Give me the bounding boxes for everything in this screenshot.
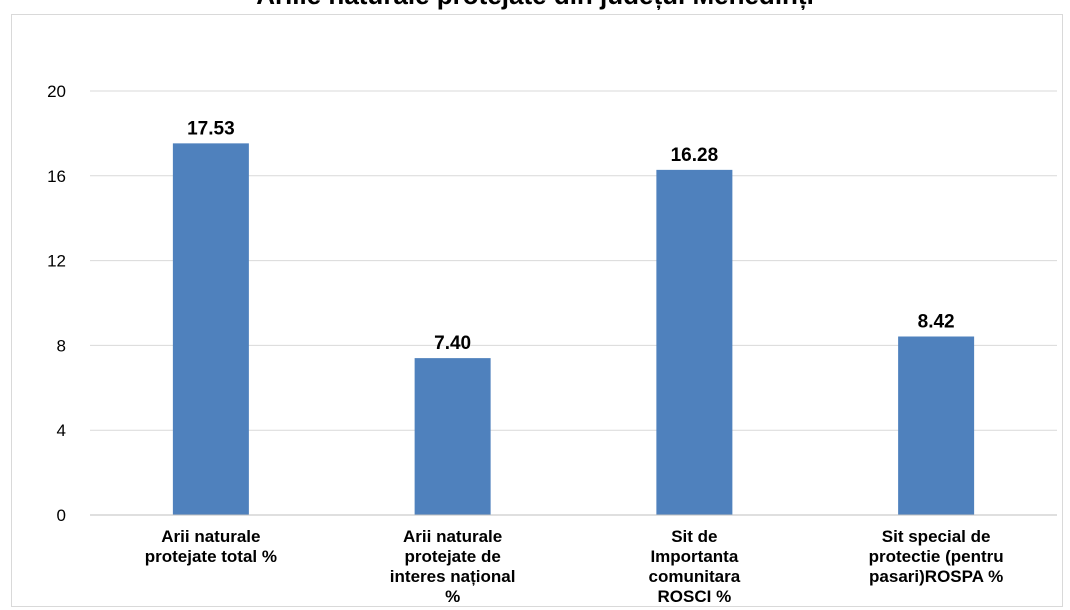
x-category-label-line: protejate total % <box>145 547 277 566</box>
x-category-label-line: Importanta <box>650 547 738 566</box>
data-label: 17.53 <box>187 118 235 139</box>
x-category-label-line: comunitara <box>649 567 741 586</box>
y-tick-label: 8 <box>57 336 66 355</box>
bar <box>898 336 975 515</box>
data-label: 8.42 <box>918 311 955 332</box>
chart-frame <box>11 14 1063 607</box>
title-area: Ariile naturale protejate din județul Me… <box>0 0 1070 14</box>
x-category-label-line: Arii naturale <box>161 527 260 546</box>
x-category-label-line: Sit de <box>671 527 717 546</box>
x-category-label-line: interes național <box>390 567 516 586</box>
y-tick-label: 12 <box>47 252 66 271</box>
x-category-label-line: pasari)ROSPA % <box>869 567 1003 586</box>
x-category-label-line: ROSCI % <box>658 587 732 606</box>
y-tick-label: 16 <box>47 167 66 186</box>
bar <box>656 169 733 515</box>
x-category-label: Sit special de protectie (pentru pasari)RO… <box>869 527 1004 586</box>
chart-title: Ariile naturale protejate din județul Me… <box>0 0 1070 11</box>
bar <box>172 143 249 515</box>
data-label: 16.28 <box>671 145 719 166</box>
x-category-label: Arii naturale protejate total % <box>145 527 277 566</box>
data-label: 7.40 <box>434 333 471 354</box>
x-category-label-line: Arii naturale <box>403 527 502 546</box>
x-category-label: Sit de Importanta comunitara ROSCI % <box>649 527 741 606</box>
bar <box>414 358 491 515</box>
y-tick-label: 20 <box>47 82 66 101</box>
y-tick-label: 0 <box>57 506 66 525</box>
x-category-label: Arii naturale protejate de interes naționa… <box>390 527 516 606</box>
y-tick-label: 4 <box>57 421 66 440</box>
x-category-label-line: % <box>445 587 460 606</box>
x-category-label-line: Sit special de <box>882 527 991 546</box>
x-category-label-line: protejate de <box>404 547 500 566</box>
x-category-label-line: protectie (pentru <box>869 547 1004 566</box>
